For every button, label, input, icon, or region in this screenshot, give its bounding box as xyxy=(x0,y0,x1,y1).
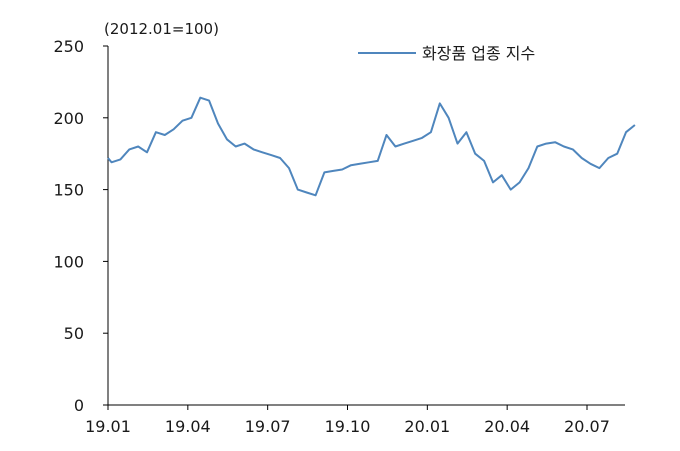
y-tick-label: 100 xyxy=(53,252,84,271)
legend-label: 화장품 업종 지수 xyxy=(422,44,535,63)
y-tick-label: 50 xyxy=(64,324,84,343)
x-tick-label: 19.01 xyxy=(85,417,131,436)
x-tick-label: 19.07 xyxy=(245,417,291,436)
series-layer xyxy=(107,96,636,197)
x-tick-label: 20.07 xyxy=(564,417,610,436)
x-tick-label: 19.10 xyxy=(325,417,371,436)
y-tick-label: 150 xyxy=(53,181,84,200)
x-tick-label: 19.04 xyxy=(165,417,211,436)
x-tick-label: 20.01 xyxy=(404,417,450,436)
y-tick-label: 0 xyxy=(74,396,84,415)
unit-label: (2012.01=100) xyxy=(104,20,219,38)
x-axis-ticks: 19.01 19.04 19.07 19.10 20.01 20.04 20.07 xyxy=(85,405,610,436)
y-tick-label: 200 xyxy=(53,109,84,128)
y-tick-label: 250 xyxy=(53,37,84,56)
legend: 화장품 업종 지수 xyxy=(358,44,535,63)
x-tick-label: 20.04 xyxy=(484,417,530,436)
y-axis-ticks: 0 50 100 150 200 250 xyxy=(53,37,108,415)
series-line-0 xyxy=(107,96,636,197)
